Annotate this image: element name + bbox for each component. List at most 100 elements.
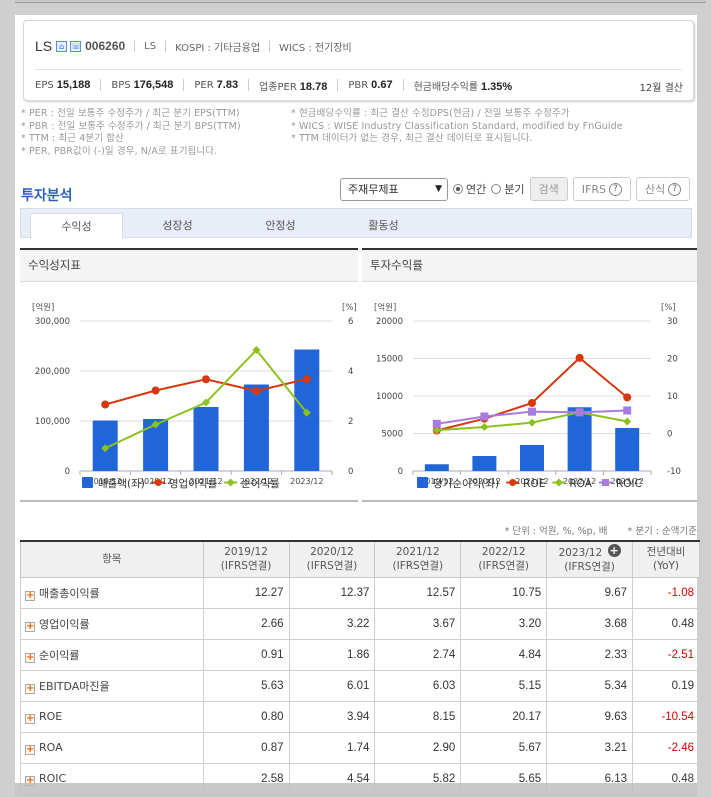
yoy-cell: -1.08 bbox=[632, 576, 700, 609]
expand-row-icon[interactable]: + bbox=[25, 682, 35, 694]
svg-text:5000: 5000 bbox=[381, 430, 403, 440]
investment-return-chart-panel: 투자수익률 [억원] [%] 0 -10 5000 0 10000 10 15000 20 2000… bbox=[362, 248, 697, 503]
expand-row-icon[interactable]: + bbox=[25, 712, 35, 724]
table-cell: 0.87 bbox=[202, 731, 290, 764]
wics-sector: WICS : 전기장비 bbox=[279, 42, 352, 54]
table-cell: 5.34 bbox=[546, 669, 633, 702]
svg-text:0: 0 bbox=[398, 467, 403, 477]
table-cell: 5.67 bbox=[460, 731, 548, 764]
metric-dividend-yield: 현금배당수익률 1.35% bbox=[413, 80, 513, 93]
table-header-row: 항목 2019/12 (IFRS연결) 2020/12 (IFRS연결) 2021/… bbox=[20, 540, 700, 578]
yoy-cell: 0.19 bbox=[632, 669, 700, 702]
metric-eps: EPS 15,188 bbox=[35, 79, 91, 91]
radio-quarterly[interactable]: 분기 bbox=[491, 181, 525, 197]
svg-text:20000: 20000 bbox=[376, 317, 403, 327]
ifrs-help-button[interactable]: IFRS ? bbox=[572, 177, 631, 201]
profitability-chart: [억원] [%] 0 0 100,000 2 200,000 4 300,000 6 2019/12… bbox=[20, 282, 358, 502]
tab-profitability[interactable]: 수익성 bbox=[30, 213, 123, 239]
phone-icon[interactable]: ☏ bbox=[70, 40, 82, 52]
divider bbox=[337, 79, 339, 91]
svg-text:2022/12: 2022/12 bbox=[240, 477, 273, 486]
expand-row-icon[interactable]: + bbox=[25, 743, 35, 755]
yoy-cell: -2.51 bbox=[632, 638, 700, 671]
svg-text:2019/12: 2019/12 bbox=[89, 477, 122, 486]
radio-annual[interactable]: 연간 bbox=[453, 181, 486, 197]
radio-unchecked-icon bbox=[491, 184, 502, 194]
header-year: 2021/12 (IFRS연결) bbox=[374, 540, 462, 578]
row-label[interactable]: + 매출총이익률 bbox=[20, 576, 204, 609]
tab-activity[interactable]: 활동성 bbox=[368, 219, 399, 232]
svg-text:6: 6 bbox=[348, 317, 353, 327]
expand-columns-icon[interactable]: + bbox=[607, 544, 621, 558]
svg-text:[%]: [%] bbox=[661, 303, 676, 313]
table-cell: 3.21 bbox=[546, 731, 633, 764]
header-yoy: 전년대비 (YoY) bbox=[632, 540, 700, 578]
table-cell: 3.22 bbox=[288, 607, 376, 640]
table-cell: 1.86 bbox=[288, 638, 376, 671]
expand-row-icon[interactable]: + bbox=[25, 651, 35, 663]
row-label[interactable]: + 영업이익률 bbox=[20, 607, 204, 640]
row-label[interactable]: + ROA bbox=[20, 731, 204, 764]
section-controls: 주재무제표 ▼ 연간 분기 검색 IFRS ? 산식 ? bbox=[340, 177, 691, 201]
svg-text:10: 10 bbox=[667, 392, 678, 402]
svg-text:15000: 15000 bbox=[376, 355, 403, 365]
svg-text:2019/12: 2019/12 bbox=[420, 477, 453, 486]
metric-per: PER 7.83 bbox=[194, 79, 239, 91]
divider bbox=[402, 79, 404, 91]
divider bbox=[248, 79, 250, 91]
question-icon: ? bbox=[608, 182, 622, 196]
row-label[interactable]: + ROE bbox=[20, 700, 204, 733]
statement-select[interactable]: 주재무제표 ▼ bbox=[340, 177, 448, 201]
table-cell: 3.68 bbox=[546, 607, 633, 640]
table-row: + 순이익률 0.91 1.86 2.74 4.84 2.33 -2.51 bbox=[20, 638, 700, 671]
table-row: + 매출총이익률 12.27 12.37 12.57 10.75 9.67 -1.08 bbox=[20, 576, 700, 609]
table-cell: 5.15 bbox=[460, 669, 548, 702]
svg-text:0: 0 bbox=[65, 467, 70, 477]
card-divider bbox=[35, 69, 682, 70]
search-button[interactable]: 검색 bbox=[529, 177, 568, 201]
investment-return-chart: [억원] [%] 0 -10 5000 0 10000 10 15000 20 20000 30 201… bbox=[362, 282, 697, 502]
page: LS ⌂ ☏ 006260 LS KOSPI : 기타금융업 WICS : 전기… bbox=[15, 15, 700, 797]
panel-title: 수익성지표 bbox=[20, 248, 358, 282]
metrics-row: EPS 15,188 BPS 176,548 PER 7.83 업종PER 18.78 … bbox=[35, 78, 513, 93]
row-label[interactable]: + EBITDA마진율 bbox=[20, 669, 204, 702]
svg-text:ROIC: ROIC bbox=[616, 478, 642, 490]
home-icon[interactable]: ⌂ bbox=[56, 40, 68, 52]
svg-text:2022/12: 2022/12 bbox=[563, 477, 596, 486]
company-summary-card: LS ⌂ ☏ 006260 LS KOSPI : 기타금융업 WICS : 전기… bbox=[23, 20, 694, 101]
svg-text:2021/12: 2021/12 bbox=[189, 477, 222, 486]
svg-text:[%]: [%] bbox=[342, 303, 357, 313]
note: * TTM : 최근 4분기 합산 bbox=[21, 133, 124, 144]
tab-growth[interactable]: 성장성 bbox=[162, 219, 193, 232]
expand-row-icon[interactable]: + bbox=[25, 589, 35, 601]
note: * TTM 데이터가 없는 경우, 최근 결산 데이터로 표시됩니다. bbox=[291, 133, 533, 144]
svg-text:2023/12: 2023/12 bbox=[290, 477, 323, 486]
note: * WICS : WISE Industry Classification St… bbox=[291, 120, 623, 132]
analysis-tabs: 수익성 성장성 안정성 활동성 bbox=[20, 208, 692, 239]
svg-text:10000: 10000 bbox=[376, 392, 403, 402]
svg-text:2020/12: 2020/12 bbox=[468, 477, 501, 486]
table-cell: 12.27 bbox=[202, 576, 290, 609]
yoy-cell: -10.54 bbox=[632, 700, 700, 733]
table-cell: 2.66 bbox=[202, 607, 290, 640]
yoy-cell: 0.48 bbox=[632, 607, 700, 640]
statement-select-value: 주재무제표 bbox=[348, 183, 399, 196]
yoy-cell: -2.46 bbox=[632, 731, 700, 764]
metric-industry-per: 업종PER 18.78 bbox=[259, 80, 328, 93]
row-label[interactable]: + 순이익률 bbox=[20, 638, 204, 671]
formula-help-button[interactable]: 산식 ? bbox=[635, 177, 691, 201]
divider bbox=[134, 40, 136, 52]
header-year: 2019/12 (IFRS연결) bbox=[202, 540, 290, 578]
expand-row-icon[interactable]: + bbox=[25, 620, 35, 632]
table-cell: 10.75 bbox=[460, 576, 548, 609]
svg-text:[억원]: [억원] bbox=[374, 302, 396, 313]
table-row: + ROA 0.87 1.74 2.90 5.67 3.21 -2.46 bbox=[20, 731, 700, 764]
header-year: 2023/12 + (IFRS연결) bbox=[546, 540, 633, 578]
table-cell: 3.20 bbox=[460, 607, 548, 640]
panel-title: 투자수익률 bbox=[362, 248, 697, 282]
fiscal-month: 12월 결산 bbox=[639, 83, 683, 94]
table-cell: 2.33 bbox=[546, 638, 633, 671]
tab-stability[interactable]: 안정성 bbox=[265, 219, 296, 232]
table-row: + 영업이익률 2.66 3.22 3.67 3.20 3.68 0.48 bbox=[20, 607, 700, 640]
svg-text:300,000: 300,000 bbox=[35, 317, 70, 327]
